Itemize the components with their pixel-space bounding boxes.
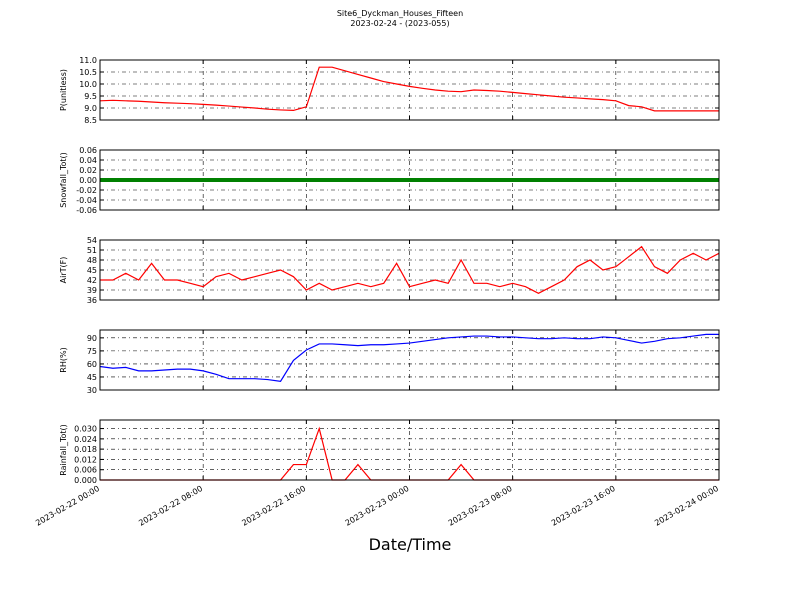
y-tick-label: 0.04 xyxy=(79,156,97,165)
plot-frame xyxy=(99,239,720,301)
y-tick-label: 0.02 xyxy=(79,166,97,175)
y-tick-label: 0.030 xyxy=(74,425,97,434)
chart-title: Site6_Dyckman_Houses_Fifteen xyxy=(337,9,463,18)
y-axis-label: AirT(F) xyxy=(59,257,68,284)
y-tick-label: 90 xyxy=(87,334,97,343)
y-tick-label: 0.000 xyxy=(74,476,97,485)
x-tick-label: 2023-02-23 00:00 xyxy=(344,484,411,528)
y-tick-label: 54 xyxy=(87,236,97,245)
x-tick-label: 2023-02-23 08:00 xyxy=(447,484,514,528)
y-axis-label: RH(%) xyxy=(59,347,68,372)
y-tick-label: 9.0 xyxy=(84,104,97,113)
y-tick-label: 45 xyxy=(87,373,97,382)
x-tick-label: 2023-02-22 00:00 xyxy=(34,484,101,528)
y-axis-label: Rainfall_Tot() xyxy=(59,424,68,476)
y-tick-label: 8.5 xyxy=(84,116,97,125)
y-tick-label: 0.00 xyxy=(79,176,97,185)
plot-frame xyxy=(99,419,720,481)
x-tick-label: 2023-02-23 16:00 xyxy=(550,484,617,528)
chart-subtitle: 2023-02-24 - (2023-055) xyxy=(350,19,449,28)
y-tick-label: 0.06 xyxy=(79,146,97,155)
y-tick-label: 0.012 xyxy=(74,455,97,464)
y-axis-label: P(unitless) xyxy=(59,69,68,111)
y-tick-label: 11.0 xyxy=(79,56,97,65)
y-tick-label: 10.5 xyxy=(79,68,97,77)
y-tick-label: 39 xyxy=(87,286,97,295)
plot-frame xyxy=(99,59,720,121)
data-line xyxy=(99,333,719,382)
x-tick-label: 2023-02-22 08:00 xyxy=(137,484,204,528)
y-tick-label: 51 xyxy=(87,246,97,255)
data-line xyxy=(99,66,719,112)
y-tick-label: -0.04 xyxy=(76,196,97,205)
x-tick-label: 2023-02-22 16:00 xyxy=(240,484,307,528)
y-tick-label: 30 xyxy=(87,386,97,395)
x-tick-label: 2023-02-24 00:00 xyxy=(653,484,720,528)
y-tick-label: -0.02 xyxy=(76,186,97,195)
plot-frame xyxy=(99,149,720,211)
y-tick-label: 10.0 xyxy=(79,80,97,89)
y-tick-label: 75 xyxy=(87,347,97,356)
y-tick-label: 0.018 xyxy=(74,445,97,454)
y-tick-label: 48 xyxy=(87,256,97,265)
y-tick-label: 60 xyxy=(87,360,97,369)
y-tick-label: 0.006 xyxy=(74,466,97,475)
y-tick-label: 42 xyxy=(87,276,97,285)
y-tick-label: 9.5 xyxy=(84,92,97,101)
y-tick-label: 36 xyxy=(87,296,97,305)
plot-frame xyxy=(99,329,720,391)
y-tick-label: 45 xyxy=(87,266,97,275)
y-tick-label: -0.06 xyxy=(76,206,97,215)
y-tick-label: 0.024 xyxy=(74,435,97,444)
x-axis-label: Date/Time xyxy=(369,535,452,554)
data-line xyxy=(100,245,720,295)
y-axis-label: Snowfall_Tot() xyxy=(59,152,68,208)
